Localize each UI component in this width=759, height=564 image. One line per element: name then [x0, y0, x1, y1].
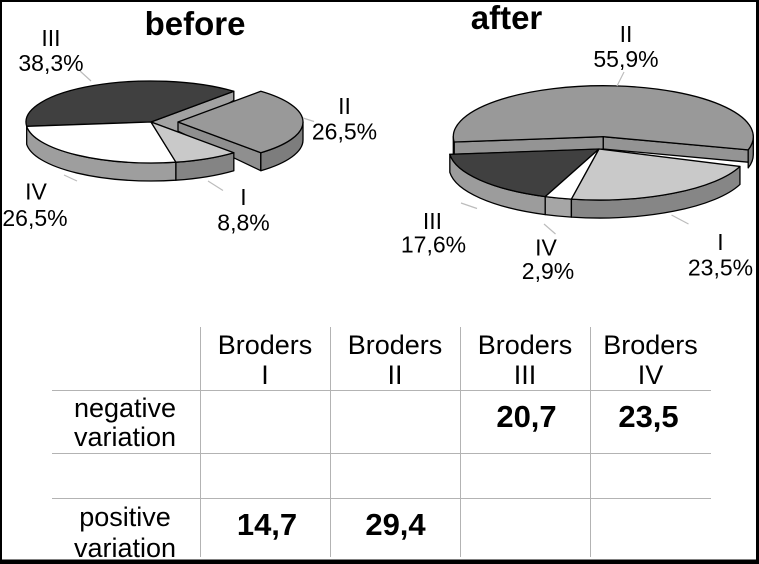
svg-text:I: I — [240, 184, 246, 210]
svg-text:IV: IV — [25, 179, 47, 205]
svg-text:8,8%: 8,8% — [217, 210, 269, 236]
svg-text:Broders: Broders — [478, 330, 573, 360]
svg-text:negative: negative — [74, 393, 176, 423]
svg-text:23,5%: 23,5% — [688, 255, 753, 281]
svg-text:after: after — [471, 0, 543, 36]
svg-text:II: II — [338, 93, 351, 119]
svg-text:29,4: 29,4 — [365, 507, 426, 542]
svg-text:14,7: 14,7 — [237, 507, 297, 542]
svg-text:20,7: 20,7 — [496, 399, 556, 434]
svg-text:Broders: Broders — [603, 330, 698, 360]
svg-text:II: II — [620, 21, 633, 47]
svg-text:38,3%: 38,3% — [18, 50, 83, 76]
svg-text:III: III — [41, 25, 60, 51]
svg-text:II: II — [387, 360, 402, 390]
svg-text:positive: positive — [79, 502, 171, 532]
svg-text:III: III — [423, 208, 442, 234]
svg-text:17,6%: 17,6% — [401, 232, 466, 258]
svg-text:IV: IV — [638, 360, 664, 390]
svg-text:Broders: Broders — [348, 330, 443, 360]
svg-text:55,9%: 55,9% — [593, 46, 658, 72]
svg-text:I: I — [261, 360, 269, 390]
svg-text:variation: variation — [74, 422, 176, 452]
svg-text:before: before — [145, 5, 246, 42]
svg-text:26,5%: 26,5% — [312, 119, 377, 145]
svg-text:IV: IV — [535, 235, 557, 261]
svg-text:23,5: 23,5 — [618, 399, 678, 434]
svg-text:variation: variation — [74, 533, 176, 563]
svg-text:III: III — [514, 360, 537, 390]
svg-text:2,9%: 2,9% — [522, 258, 574, 284]
svg-text:Broders: Broders — [218, 330, 313, 360]
svg-text:I: I — [717, 229, 723, 255]
svg-text:26,5%: 26,5% — [2, 205, 67, 231]
